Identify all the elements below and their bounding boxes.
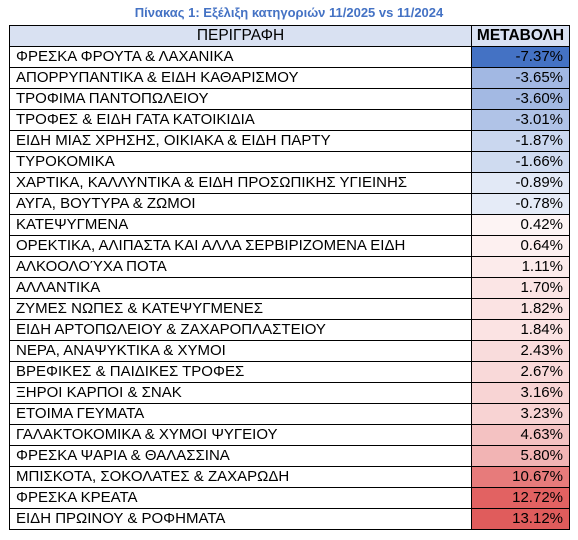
table-row: ΜΠΙΣΚΟΤΑ, ΣΟΚΟΛΑΤΕΣ & ΖΑΧΑΡΩΔΗ 10.67%	[9, 466, 570, 488]
table-row: ΕΤΟΙΜΑ ΓΕΥΜΑΤΑ 3.23%	[9, 403, 570, 425]
change-value: -3.01%	[471, 109, 570, 131]
table-header-row: ΠΕΡΙΓΡΑΦΗ ΜΕΤΑΒΟΛΗ	[9, 25, 570, 47]
category-description: ΚΑΤΕΨΥΓΜΕΝΑ	[9, 214, 472, 236]
category-description: ΞΗΡΟΙ ΚΑΡΠΟΙ & ΣΝΑΚ	[9, 382, 472, 404]
change-value: 10.67%	[471, 466, 570, 488]
change-value: 4.63%	[471, 424, 570, 446]
category-description: ΦΡΕΣΚΑ ΨΑΡΙΑ & ΘΑΛΑΣΣΙΝΑ	[9, 445, 472, 467]
category-description: ΤΥΡΟΚΟΜΙΚΑ	[9, 151, 472, 173]
table-row: ΑΛΛΑΝΤΙΚΑ 1.70%	[9, 277, 570, 299]
change-value: -7.37%	[471, 46, 570, 68]
category-description: ΤΡΟΦΕΣ & ΕΙΔΗ ΓΑΤΑ ΚΑΤΟΙΚΙΔΙΑ	[9, 109, 472, 131]
change-value: -0.78%	[471, 193, 570, 215]
table-row: ΤΡΟΦΙΜΑ ΠΑΝΤΟΠΩΛΕΙΟΥ -3.60%	[9, 88, 570, 110]
table-row: ΧΑΡΤΙΚΑ, ΚΑΛΛΥΝΤΙΚΑ & ΕΙΔΗ ΠΡΟΣΩΠΙΚΗΣ ΥΓ…	[9, 172, 570, 194]
header-description: ΠΕΡΙΓΡΑΦΗ	[9, 25, 472, 47]
change-value: 3.23%	[471, 403, 570, 425]
change-value: 1.84%	[471, 319, 570, 341]
category-description: ΓΑΛΑΚΤΟΚΟΜΙΚΑ & ΧΥΜΟΙ ΨΥΓΕΙΟΥ	[9, 424, 472, 446]
change-value: 3.16%	[471, 382, 570, 404]
change-value: -0.89%	[471, 172, 570, 194]
table-row: ΦΡΕΣΚΑ ΦΡΟΥΤΑ & ΛΑΧΑΝΙΚΑ -7.37%	[9, 46, 570, 68]
category-description: ΑΠΟΡΡΥΠΑΝΤΙΚΑ & ΕΙΔΗ ΚΑΘΑΡΙΣΜΟΥ	[9, 67, 472, 89]
category-description: ΑΛΛΑΝΤΙΚΑ	[9, 277, 472, 299]
category-description: ΑΛΚΟΟΛΟΎΧΑ ΠΟΤΑ	[9, 256, 472, 278]
change-value: 0.64%	[471, 235, 570, 257]
change-value: -1.66%	[471, 151, 570, 173]
category-description: ΑΥΓΑ, ΒΟΥΤΥΡΑ & ΖΩΜΟΙ	[9, 193, 472, 215]
table-row: ΕΙΔΗ ΠΡΩΙΝΟΥ & ΡΟΦΗΜΑΤΑ 13.12%	[9, 508, 570, 530]
change-value: 1.11%	[471, 256, 570, 278]
category-description: ΦΡΕΣΚΑ ΦΡΟΥΤΑ & ΛΑΧΑΝΙΚΑ	[9, 46, 472, 68]
category-description: ΤΡΟΦΙΜΑ ΠΑΝΤΟΠΩΛΕΙΟΥ	[9, 88, 472, 110]
table-row: ΕΙΔΗ ΑΡΤΟΠΩΛΕΙΟΥ & ΖΑΧΑΡΟΠΛΑΣΤΕΙΟΥ 1.84%	[9, 319, 570, 341]
table-row: ΓΑΛΑΚΤΟΚΟΜΙΚΑ & ΧΥΜΟΙ ΨΥΓΕΙΟΥ 4.63%	[9, 424, 570, 446]
table-row: ΑΛΚΟΟΛΟΎΧΑ ΠΟΤΑ 1.11%	[9, 256, 570, 278]
change-value: -1.87%	[471, 130, 570, 152]
change-value: 1.70%	[471, 277, 570, 299]
category-description: ΕΤΟΙΜΑ ΓΕΥΜΑΤΑ	[9, 403, 472, 425]
category-description: ΕΙΔΗ ΑΡΤΟΠΩΛΕΙΟΥ & ΖΑΧΑΡΟΠΛΑΣΤΕΙΟΥ	[9, 319, 472, 341]
table-row: ΖΥΜΕΣ ΝΩΠΕΣ & ΚΑΤΕΨΥΓΜΕΝΕΣ 1.82%	[9, 298, 570, 320]
change-value: 2.67%	[471, 361, 570, 383]
change-value: -3.60%	[471, 88, 570, 110]
change-value: 0.42%	[471, 214, 570, 236]
table-row: ΑΥΓΑ, ΒΟΥΤΥΡΑ & ΖΩΜΟΙ -0.78%	[9, 193, 570, 215]
change-value: 13.12%	[471, 508, 570, 530]
category-description: ΟΡΕΚΤΙΚΑ, ΑΛΙΠΑΣΤΑ ΚΑΙ ΑΛΛΑ ΣΕΡΒΙΡΙΖΟΜΕΝ…	[9, 235, 472, 257]
table-row: ΕΙΔΗ ΜΙΑΣ ΧΡΗΣΗΣ, ΟΙΚΙΑΚΑ & ΕΙΔΗ ΠΑΡΤΥ -1…	[9, 130, 570, 152]
table-row: ΦΡΕΣΚΑ ΚΡΕΑΤΑ 12.72%	[9, 487, 570, 509]
table-row: ΦΡΕΣΚΑ ΨΑΡΙΑ & ΘΑΛΑΣΣΙΝΑ 5.80%	[9, 445, 570, 467]
header-change: ΜΕΤΑΒΟΛΗ	[471, 25, 570, 47]
table-body: ΦΡΕΣΚΑ ΦΡΟΥΤΑ & ΛΑΧΑΝΙΚΑ -7.37% ΑΠΟΡΡΥΠΑΝΤ…	[9, 46, 570, 530]
category-description: ΜΠΙΣΚΟΤΑ, ΣΟΚΟΛΑΤΕΣ & ΖΑΧΑΡΩΔΗ	[9, 466, 472, 488]
category-description: ΒΡΕΦΙΚΕΣ & ΠΑΙΔΙΚΕΣ ΤΡΟΦΕΣ	[9, 361, 472, 383]
category-description: ΦΡΕΣΚΑ ΚΡΕΑΤΑ	[9, 487, 472, 509]
category-description: ΧΑΡΤΙΚΑ, ΚΑΛΛΥΝΤΙΚΑ & ΕΙΔΗ ΠΡΟΣΩΠΙΚΗΣ ΥΓ…	[9, 172, 472, 194]
change-value: 1.82%	[471, 298, 570, 320]
category-description: ΖΥΜΕΣ ΝΩΠΕΣ & ΚΑΤΕΨΥΓΜΕΝΕΣ	[9, 298, 472, 320]
category-description: ΕΙΔΗ ΜΙΑΣ ΧΡΗΣΗΣ, ΟΙΚΙΑΚΑ & ΕΙΔΗ ΠΑΡΤΥ	[9, 130, 472, 152]
table-row: ΟΡΕΚΤΙΚΑ, ΑΛΙΠΑΣΤΑ ΚΑΙ ΑΛΛΑ ΣΕΡΒΙΡΙΖΟΜΕΝ…	[9, 235, 570, 257]
change-value: 12.72%	[471, 487, 570, 509]
category-description: ΕΙΔΗ ΠΡΩΙΝΟΥ & ΡΟΦΗΜΑΤΑ	[9, 508, 472, 530]
change-value: 2.43%	[471, 340, 570, 362]
category-description: ΝΕΡΑ, ΑΝΑΨΥΚΤΙΚΑ & ΧΥΜΟΙ	[9, 340, 472, 362]
change-value: 5.80%	[471, 445, 570, 467]
table-row: ΞΗΡΟΙ ΚΑΡΠΟΙ & ΣΝΑΚ 3.16%	[9, 382, 570, 404]
category-change-table: ΠΕΡΙΓΡΑΦΗ ΜΕΤΑΒΟΛΗ ΦΡΕΣΚΑ ΦΡΟΥΤΑ & ΛΑΧΑΝ…	[9, 25, 570, 530]
table-caption: Πίνακας 1: Εξέλιξη κατηγοριών 11/2025 vs…	[134, 5, 444, 20]
change-value: -3.65%	[471, 67, 570, 89]
table-row: ΒΡΕΦΙΚΕΣ & ΠΑΙΔΙΚΕΣ ΤΡΟΦΕΣ 2.67%	[9, 361, 570, 383]
table-row: ΚΑΤΕΨΥΓΜΕΝΑ 0.42%	[9, 214, 570, 236]
table-row: ΤΥΡΟΚΟΜΙΚΑ -1.66%	[9, 151, 570, 173]
table-row: ΑΠΟΡΡΥΠΑΝΤΙΚΑ & ΕΙΔΗ ΚΑΘΑΡΙΣΜΟΥ -3.65%	[9, 67, 570, 89]
table-row: ΝΕΡΑ, ΑΝΑΨΥΚΤΙΚΑ & ΧΥΜΟΙ 2.43%	[9, 340, 570, 362]
table-row: ΤΡΟΦΕΣ & ΕΙΔΗ ΓΑΤΑ ΚΑΤΟΙΚΙΔΙΑ -3.01%	[9, 109, 570, 131]
